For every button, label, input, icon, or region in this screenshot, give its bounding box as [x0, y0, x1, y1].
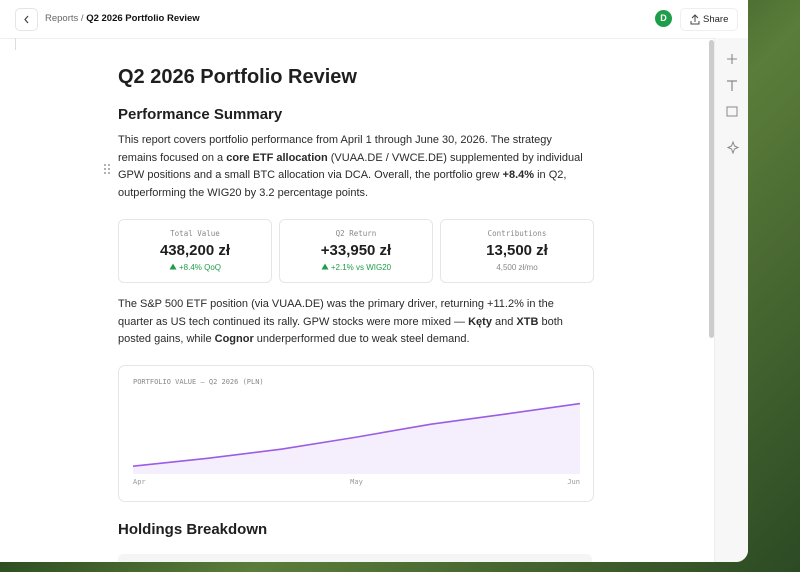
tool-icons [726, 54, 740, 155]
trend-up-icon [321, 263, 329, 270]
text-run: underperformed due to weak steel demand. [253, 333, 470, 346]
column-header: VALUE [340, 561, 363, 562]
stat-value: 438,200 zł [159, 242, 231, 259]
paragraph: This report covers portfolio performance… [118, 132, 588, 202]
stat-delta: +2.1% vs WIG20 [280, 263, 432, 272]
breadcrumb: Reports / Q2 2026 Portfolio Review [45, 13, 200, 24]
ai-icon[interactable] [726, 140, 740, 155]
stat-card: Contributions 13,500 zł 4,500 zł/mo [440, 219, 594, 283]
stat-label: Total Value [170, 229, 220, 238]
breadcrumb-separator: / [80, 13, 84, 24]
text-run: This report covers portfolio performance… [118, 134, 552, 164]
text-run: and [491, 315, 517, 328]
column-header: WEIGHT [434, 561, 461, 562]
breadcrumb-parent[interactable]: Reports [45, 13, 79, 24]
stat-value: 13,500 zł [486, 242, 548, 259]
x-tick-label: May [350, 478, 363, 486]
add-icon[interactable] [727, 54, 737, 64]
bold-text: Cognor [214, 333, 254, 346]
delta-text: +8.4% QoQ [178, 263, 222, 272]
bold-text: XTB [516, 315, 539, 328]
divider [15, 38, 16, 50]
text-run: (VUAA.DE / VWCE.DE) supplemented by indi… [118, 151, 583, 182]
stat-card: Q2 Return +33,950 zł +2.1% vs WIG20 [279, 219, 433, 283]
image-icon[interactable] [726, 106, 738, 117]
scrollbar[interactable] [709, 40, 714, 338]
share-label: Share [703, 14, 729, 25]
paragraph: The S&P 500 ETF position (via VUAA.DE) w… [118, 296, 588, 349]
delta-text: +2.1% vs WIG20 [330, 263, 392, 272]
triangle [321, 263, 329, 270]
line [132, 402, 581, 467]
area-fill [133, 403, 580, 474]
tool-rail [714, 38, 748, 562]
triangle [169, 263, 177, 270]
share-button[interactable]: Share [680, 8, 738, 31]
stat-value: +33,950 zł [320, 242, 392, 259]
back-button[interactable] [15, 8, 38, 31]
chart-card: PORTFOLIO VALUE — Q2 2026 (PLN) Apr May Ju… [118, 365, 594, 502]
stat-card: Total Value 438,200 zł +8.4% QoQ [118, 219, 272, 283]
stat-label: Q2 Return [335, 229, 377, 238]
delta-text: 4,500 zł/mo [496, 263, 538, 272]
app-window: Reports / Q2 2026 Portfolio Review D Sha… [0, 0, 748, 562]
stat-label: Contributions [487, 229, 547, 238]
doc-title: Q2 2026 Portfolio Review [118, 66, 357, 88]
text-run: in Q2, outperforming the WIG20 by 3.2 pe… [118, 169, 567, 199]
avatar[interactable]: D [655, 10, 672, 27]
back-icon [24, 15, 29, 24]
section-heading: Performance Summary [118, 106, 283, 123]
top-bar: Reports / Q2 2026 Portfolio Review D Sha… [0, 0, 748, 39]
text-icon[interactable] [727, 80, 737, 91]
x-tick-label: Apr [133, 478, 146, 486]
column-header: Q2 RETURN [508, 561, 549, 562]
bold-text: core ETF allocation [226, 151, 328, 164]
breadcrumb-current: Q2 2026 Portfolio Review [86, 13, 200, 24]
stat-delta: +8.4% QoQ [119, 263, 271, 272]
bold-text: +8.4% [502, 169, 535, 182]
trend-up-icon [169, 263, 177, 270]
bold-text: Kęty [468, 315, 492, 328]
drag-handle[interactable] [102, 163, 112, 175]
text-run: The S&P 500 ETF position (via VUAA.DE) w… [118, 298, 554, 328]
stat-delta: 4,500 zł/mo [441, 263, 593, 272]
table-header: ASSET TICKER VALUE WEIGHT Q2 RETURN [118, 554, 592, 562]
chart-title: PORTFOLIO VALUE — Q2 2026 (PLN) [133, 378, 264, 386]
chart: PORTFOLIO VALUE — Q2 2026 (PLN) Apr May Ju… [132, 378, 581, 486]
x-tick-label: Jun [567, 478, 580, 486]
share-icon [690, 14, 700, 25]
text-run: both posted gains, while [118, 315, 563, 346]
section-heading: Holdings Breakdown [118, 521, 268, 538]
column-header: ASSET [128, 561, 151, 562]
column-header: TICKER [251, 561, 278, 562]
